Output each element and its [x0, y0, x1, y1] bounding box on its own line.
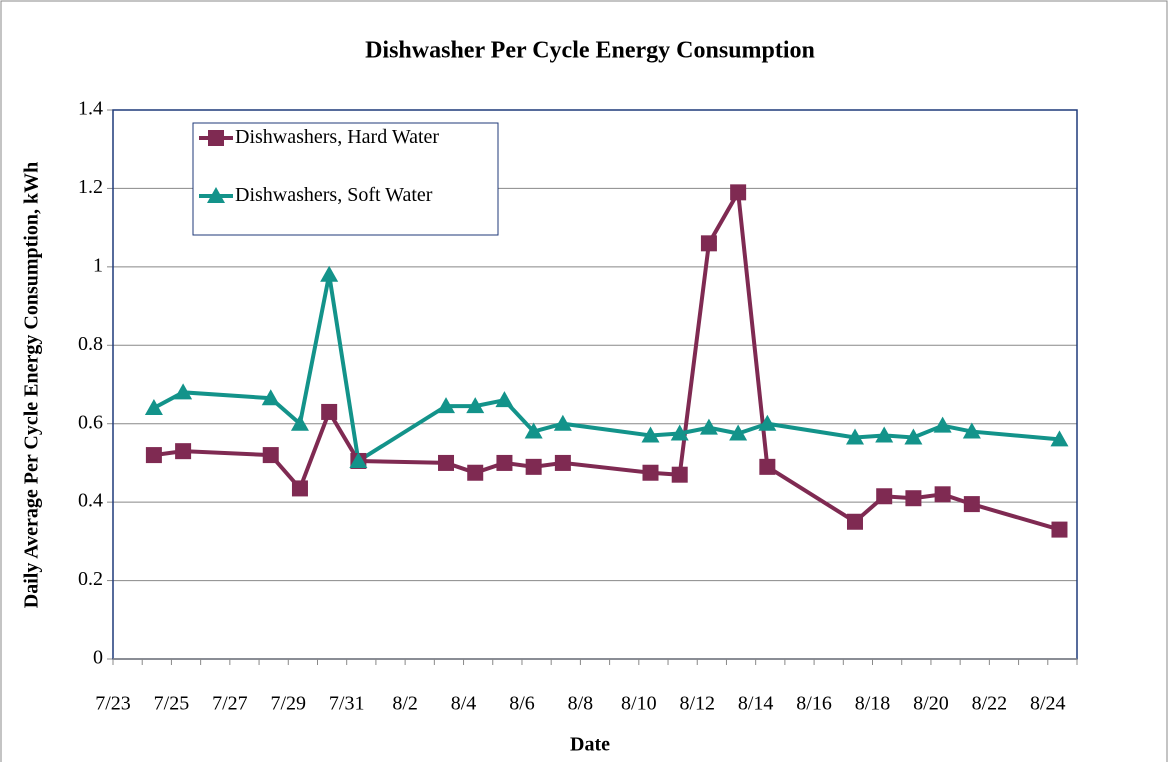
marker [963, 496, 980, 513]
marker [320, 265, 339, 282]
x-tick-label: 7/23 [95, 693, 131, 715]
marker [467, 464, 484, 481]
x-tick-label: 8/24 [1030, 693, 1066, 715]
marker [466, 397, 485, 414]
y-tick-label: 0.8 [78, 333, 103, 355]
y-tick-label: 0.4 [78, 490, 103, 512]
marker [905, 490, 922, 507]
x-tick-label: 8/22 [972, 693, 1008, 715]
x-tick-label: 8/20 [913, 693, 949, 715]
marker [759, 458, 776, 475]
marker [729, 424, 748, 441]
y-axis-label: Daily Average Per Cycle Energy Consumpti… [21, 162, 43, 608]
marker [699, 418, 718, 435]
marker [437, 397, 456, 414]
legend-label: Dishwashers, Soft Water [235, 184, 433, 206]
x-tick-label: 7/29 [270, 693, 306, 715]
x-tick-label: 8/10 [621, 693, 657, 715]
y-tick-label: 0 [93, 647, 103, 669]
marker [642, 464, 659, 481]
y-tick-label: 0.6 [78, 411, 103, 433]
legend-marker [207, 187, 225, 203]
marker [671, 466, 688, 483]
y-tick-label: 1 [93, 254, 103, 276]
x-tick-label: 7/31 [329, 693, 365, 715]
marker [700, 235, 717, 252]
marker [846, 513, 863, 530]
marker [496, 454, 513, 471]
chart-title: Dishwasher Per Cycle Energy Consumption [365, 38, 815, 64]
x-tick-label: 8/8 [568, 693, 594, 715]
marker [934, 486, 951, 503]
marker [730, 184, 747, 201]
marker [641, 426, 660, 443]
marker [904, 428, 923, 445]
x-tick-label: 8/14 [738, 693, 774, 715]
legend-label: Dishwashers, Hard Water [235, 126, 440, 148]
marker [495, 391, 514, 408]
series-line [153, 185, 1061, 532]
marker [262, 447, 279, 464]
marker [758, 414, 777, 431]
legend-box [192, 122, 499, 236]
x-tick-label: 7/25 [154, 693, 190, 715]
marker [845, 428, 864, 445]
x-tick-label: 8/18 [855, 693, 891, 715]
marker [670, 424, 689, 441]
marker [1050, 430, 1069, 447]
x-tick-label: 8/6 [509, 693, 535, 715]
legend-entry: Dishwashers, Soft Water [235, 184, 433, 206]
marker [962, 422, 981, 439]
series-line [152, 274, 1060, 465]
marker [175, 443, 192, 460]
marker [174, 383, 193, 400]
marker [438, 454, 455, 471]
marker [1051, 521, 1068, 538]
y-tick-label: 1.4 [78, 98, 103, 120]
legend-marker [208, 130, 224, 146]
x-tick-label: 8/2 [392, 693, 418, 715]
marker [553, 414, 572, 431]
marker [291, 480, 308, 497]
marker [554, 454, 571, 471]
marker [145, 447, 162, 464]
marker [290, 414, 309, 431]
y-tick-label: 0.2 [78, 568, 103, 590]
x-tick-label: 8/4 [451, 693, 477, 715]
marker [261, 389, 280, 406]
x-tick-label: 8/12 [679, 693, 715, 715]
x-tick-label: 8/16 [796, 693, 832, 715]
marker [525, 458, 542, 475]
x-tick-label: 7/27 [212, 693, 248, 715]
legend-entry: Dishwashers, Hard Water [235, 126, 440, 148]
marker [876, 488, 893, 505]
marker [933, 416, 952, 433]
marker [144, 399, 163, 416]
y-tick-label: 1.2 [78, 176, 103, 198]
marker [321, 403, 338, 420]
marker [524, 422, 543, 439]
marker [349, 451, 368, 468]
x-axis-label: Date [570, 734, 610, 756]
marker [875, 426, 894, 443]
